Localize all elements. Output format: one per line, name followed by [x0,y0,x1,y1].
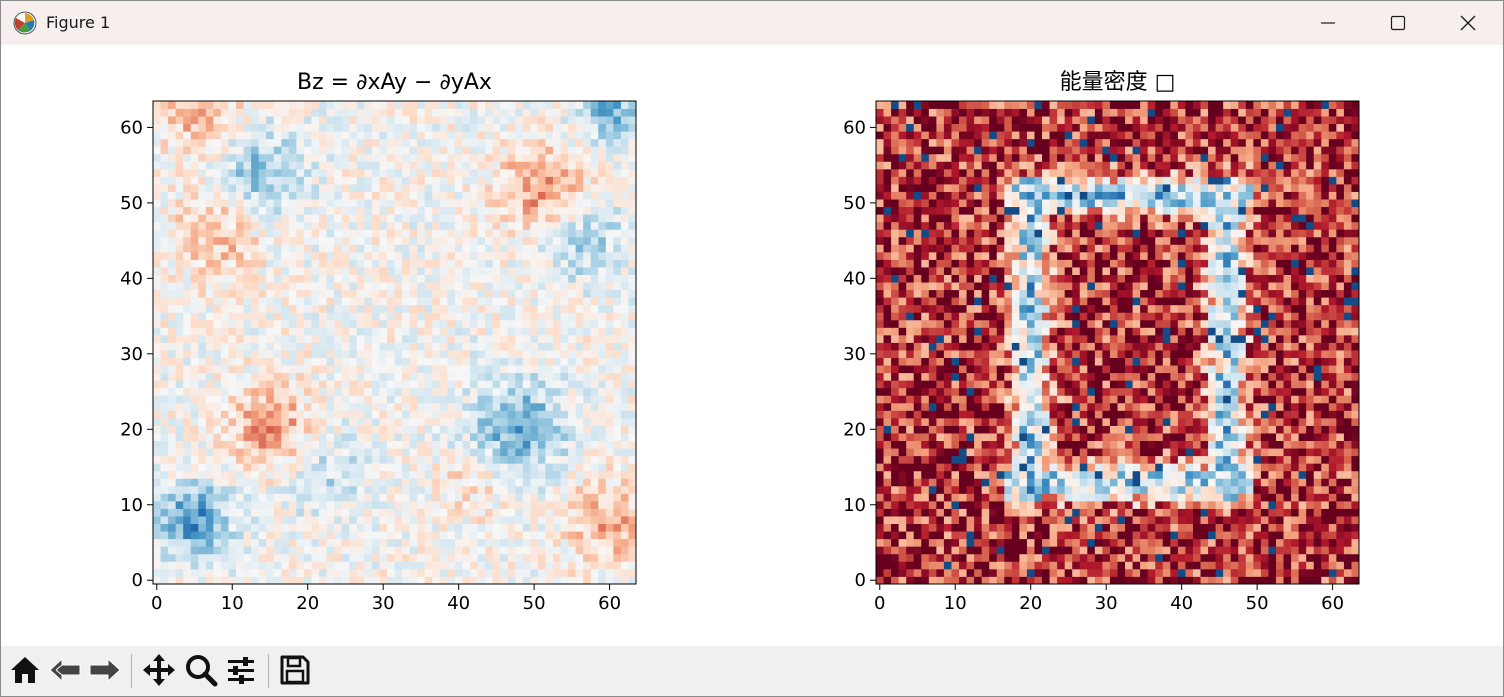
figure-canvas[interactable]: 0 10 20 30 40 50 60 0 10 20 30 40 50 60 Bz = ∂xAy − … [1,45,1503,646]
configure-subplots-button[interactable] [223,654,259,690]
title-bar[interactable]: Figure 1 [1,1,1503,45]
heatmap-energy-density[interactable]: 0 10 20 30 40 50 60 0 10 20 30 40 50 60 能量密度 □ [843,70,1360,614]
x-tick-label: 60 [1321,593,1344,614]
axes-frame [152,100,637,585]
move-icon [142,653,176,691]
x-tick-label: 20 [296,593,319,614]
navigation-toolbar [1,646,1503,696]
close-button[interactable] [1433,1,1503,45]
y-tick-label: 0 [132,570,143,591]
y-tick-label: 0 [855,570,866,591]
y-axis: 0 10 20 30 40 50 60 [843,117,876,591]
plot-title: 能量密度 □ [1060,70,1176,95]
toolbar-separator [131,654,132,688]
minimize-button[interactable] [1293,1,1363,45]
x-tick-label: 50 [1246,593,1269,614]
y-tick-label: 50 [843,193,866,214]
axes-frame [875,100,1360,585]
y-tick-label: 10 [120,495,143,516]
y-axis: 0 10 20 30 40 50 60 [120,117,153,591]
matplotlib-logo-icon [13,11,37,35]
back-arrow-icon [48,654,82,690]
y-tick-label: 20 [120,419,143,440]
y-tick-label: 60 [843,117,866,138]
maximize-button[interactable] [1363,1,1433,45]
save-button[interactable] [277,654,313,690]
x-tick-label: 40 [1170,593,1193,614]
x-tick-label: 40 [447,593,470,614]
zoom-icon [184,653,218,691]
save-icon [279,654,311,690]
x-tick-label: 0 [874,593,885,614]
x-tick-label: 30 [1095,593,1118,614]
y-tick-label: 60 [120,117,143,138]
x-tick-label: 20 [1019,593,1042,614]
zoom-button[interactable] [183,654,219,690]
home-button[interactable] [7,654,43,690]
y-tick-label: 10 [843,495,866,516]
heatmap-cells [153,101,637,585]
x-tick-label: 50 [523,593,546,614]
heatmap-cells [876,101,1360,585]
x-axis: 0 10 20 30 40 50 60 [874,584,1344,614]
home-icon [9,654,41,690]
x-axis: 0 10 20 30 40 50 60 [151,584,621,614]
y-tick-label: 40 [120,268,143,289]
forward-arrow-icon [88,654,122,690]
y-tick-label: 30 [843,344,866,365]
plot-title: Bz = ∂xAy − ∂yAx [297,70,492,95]
sliders-icon [225,654,257,690]
y-tick-label: 40 [843,268,866,289]
x-tick-label: 60 [598,593,621,614]
toolbar-separator [268,654,269,688]
forward-button[interactable] [87,654,123,690]
y-tick-label: 50 [120,193,143,214]
x-tick-label: 10 [221,593,244,614]
minimize-icon [1320,15,1336,31]
heatmap-bz[interactable]: 0 10 20 30 40 50 60 0 10 20 30 40 50 60 Bz = ∂xAy − … [120,70,637,614]
x-tick-label: 30 [372,593,395,614]
x-tick-label: 10 [944,593,967,614]
y-tick-label: 30 [120,344,143,365]
close-icon [1460,15,1476,31]
x-tick-label: 0 [151,593,162,614]
maximize-icon [1390,15,1406,31]
back-button[interactable] [47,654,83,690]
y-tick-label: 20 [843,419,866,440]
pan-button[interactable] [141,654,177,690]
window-title: Figure 1 [46,13,111,32]
